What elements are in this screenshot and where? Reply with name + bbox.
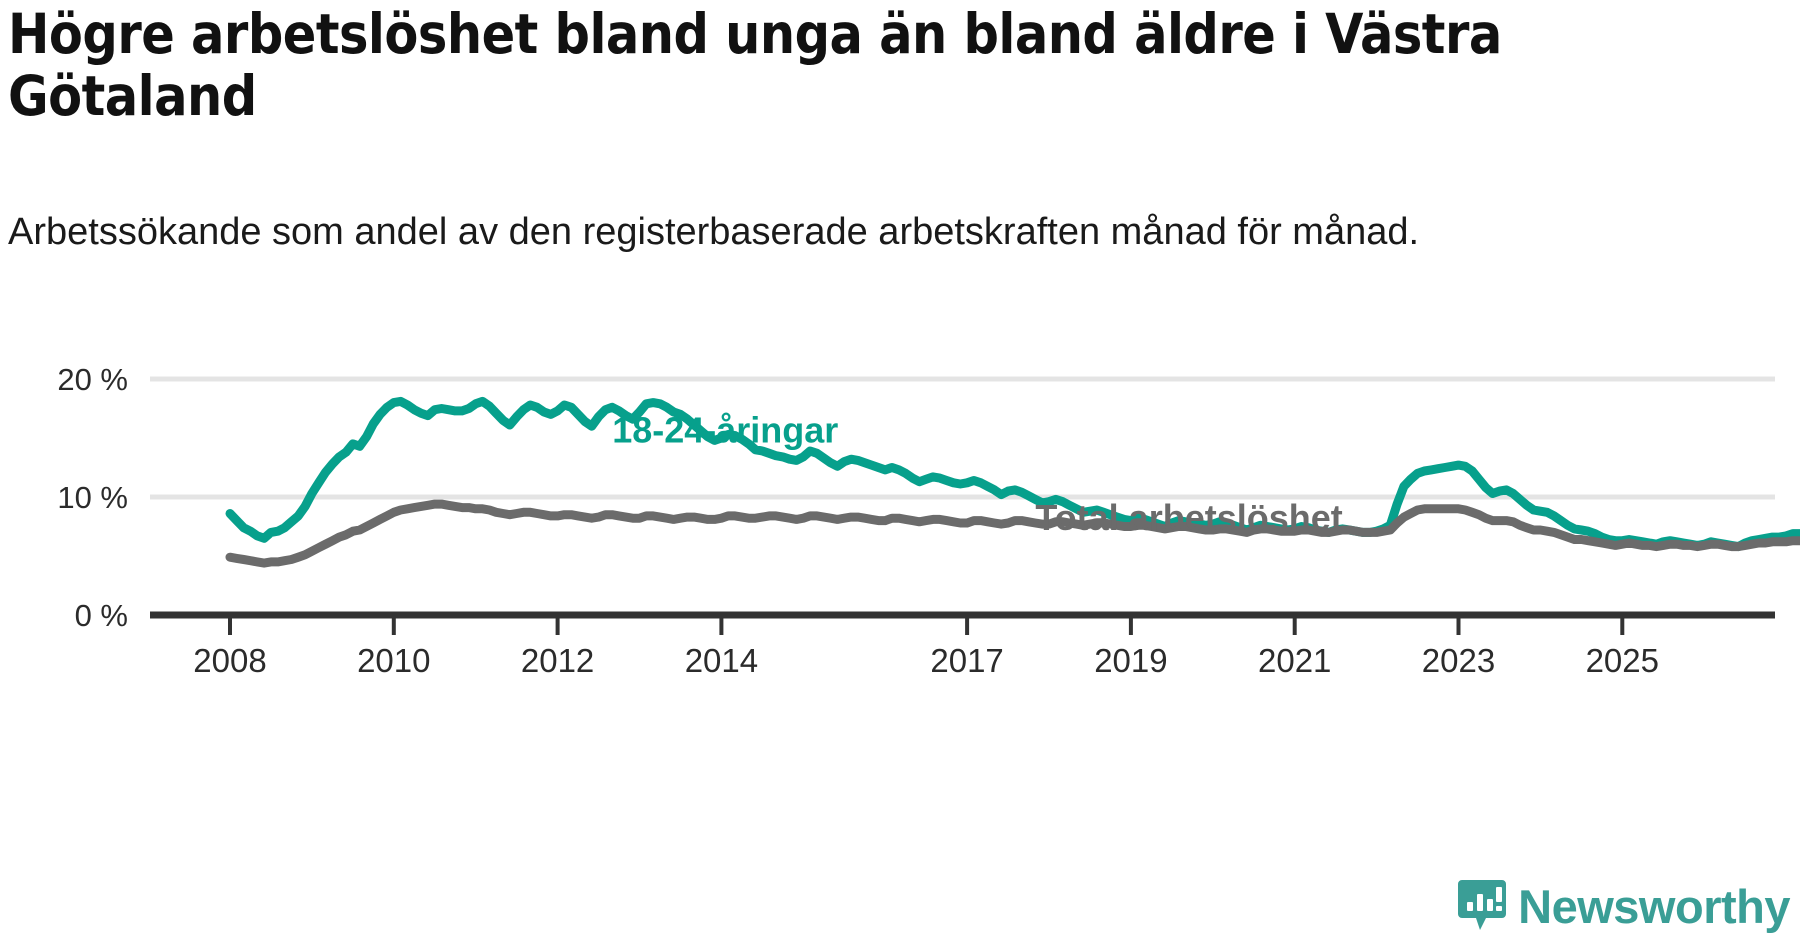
y-axis-label: 10 % bbox=[57, 480, 128, 515]
x-axis-label: 2008 bbox=[193, 642, 266, 679]
page-title: Högre arbetslöshet bland unga än bland ä… bbox=[8, 2, 1519, 128]
x-axis-label: 2012 bbox=[521, 642, 594, 679]
y-axis-label: 20 % bbox=[57, 362, 128, 397]
y-axis-label: 0 % bbox=[75, 598, 128, 633]
newsworthy-wordmark: Newsworthy bbox=[1518, 879, 1790, 933]
page-subtitle: Arbetssökande som andel av den registerb… bbox=[8, 211, 1420, 253]
series-line-total bbox=[225, 499, 1800, 568]
x-axis-label: 2017 bbox=[930, 642, 1003, 679]
x-axis-label: 2021 bbox=[1258, 642, 1331, 679]
newsworthy-bars-bubble-icon bbox=[1458, 880, 1507, 930]
x-axis-label: 2025 bbox=[1586, 642, 1659, 679]
x-axis-label: 2019 bbox=[1094, 642, 1167, 679]
chart-area: 0 % 10 % 20 % 2008 2010 2012 2014 2017 2019 2021 2… bbox=[0, 340, 1800, 760]
x-axis-label: 2023 bbox=[1422, 642, 1495, 679]
line-chart-svg: 0 % 10 % 20 % 2008 2010 2012 2014 2017 2019 2021 2… bbox=[57, 362, 1800, 679]
newsworthy-logo: Newsworthy bbox=[1456, 878, 1790, 934]
series-annotation-youth: 18-24-åringar bbox=[612, 410, 838, 451]
x-axis-label: 2014 bbox=[685, 642, 758, 679]
series-annotation-total: Total arbetslöshet bbox=[1035, 497, 1342, 538]
x-axis-label: 2010 bbox=[357, 642, 430, 679]
